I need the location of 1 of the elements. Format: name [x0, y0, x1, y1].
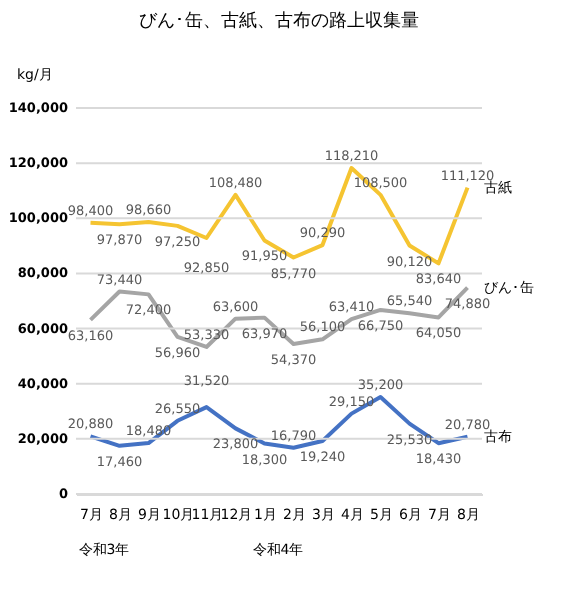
chart-title: びん･缶、古紙、古布の路上収集量	[139, 10, 419, 32]
